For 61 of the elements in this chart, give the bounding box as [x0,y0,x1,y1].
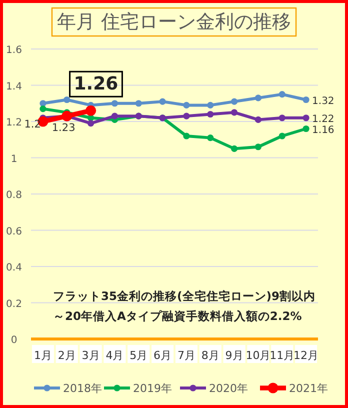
point [87,120,94,127]
y-tick-label: 1.6 [6,45,22,56]
point [64,96,70,104]
x-tick-label: 10月 [246,349,271,362]
legend-label: 2021年 [289,382,328,395]
x-tick-label: 6月 [154,349,172,362]
x-tick-label: 3月 [82,349,100,362]
point [111,100,118,107]
y-tick-label: 0.2 [6,298,22,310]
point [302,96,310,104]
x-tick-label: 1月 [34,349,52,362]
point [278,114,286,122]
y-tick-label: 1.4 [6,81,22,92]
chart-title: 年月 住宅ローン金利の推移 [56,11,292,33]
point [111,112,118,120]
point [254,144,262,150]
legend-label: 2020年 [209,382,248,395]
point [159,98,166,105]
x-tick-label: 12月 [294,349,319,362]
x-tick-label: 2月 [58,349,76,362]
data-label: 1.23 [52,122,76,134]
point [86,105,96,116]
point [230,98,238,105]
point [254,94,262,102]
y-tick-label: 0.6 [6,226,22,238]
point [183,112,190,120]
data-label: 1.32 [312,96,334,107]
y-tick-label: 0.4 [6,262,22,274]
point [40,106,46,112]
point [183,132,190,140]
point [230,109,238,116]
point [302,125,310,132]
annotation: ～20年借入Aタイプ融資手数料借入額の2.2% [53,309,302,323]
point [207,102,214,108]
data-label: 1.22 [312,114,334,125]
annotation: フラット35金利の推移(全宅住宅ローン)9割以内 [53,289,316,303]
data-label: 1.26 [74,74,118,95]
point [207,134,214,142]
point [278,91,286,98]
point [40,100,46,107]
x-tick-label: 5月 [130,349,148,362]
y-tick-label: 0 [10,335,18,346]
point [135,100,142,107]
point [207,110,214,118]
y-tick-label: 1.2 [6,118,22,128]
y-tick-label: 1 [10,154,18,165]
x-tick-label: 7月 [177,349,196,362]
x-tick-label: 11月 [270,349,295,362]
point [230,145,238,152]
x-tick-label: 8月 [201,349,220,362]
point [278,132,286,140]
data-label: 1.2 [24,118,41,130]
point [183,102,190,108]
data-label: 1.16 [312,124,334,136]
x-tick-label: 4月 [106,349,124,362]
y-tick-label: 0.8 [6,190,22,201]
legend-label: 2018年 [63,382,102,395]
legend-label: 2019年 [133,382,172,395]
point [254,116,262,123]
point [302,114,310,122]
x-tick-label: 9月 [225,349,244,362]
